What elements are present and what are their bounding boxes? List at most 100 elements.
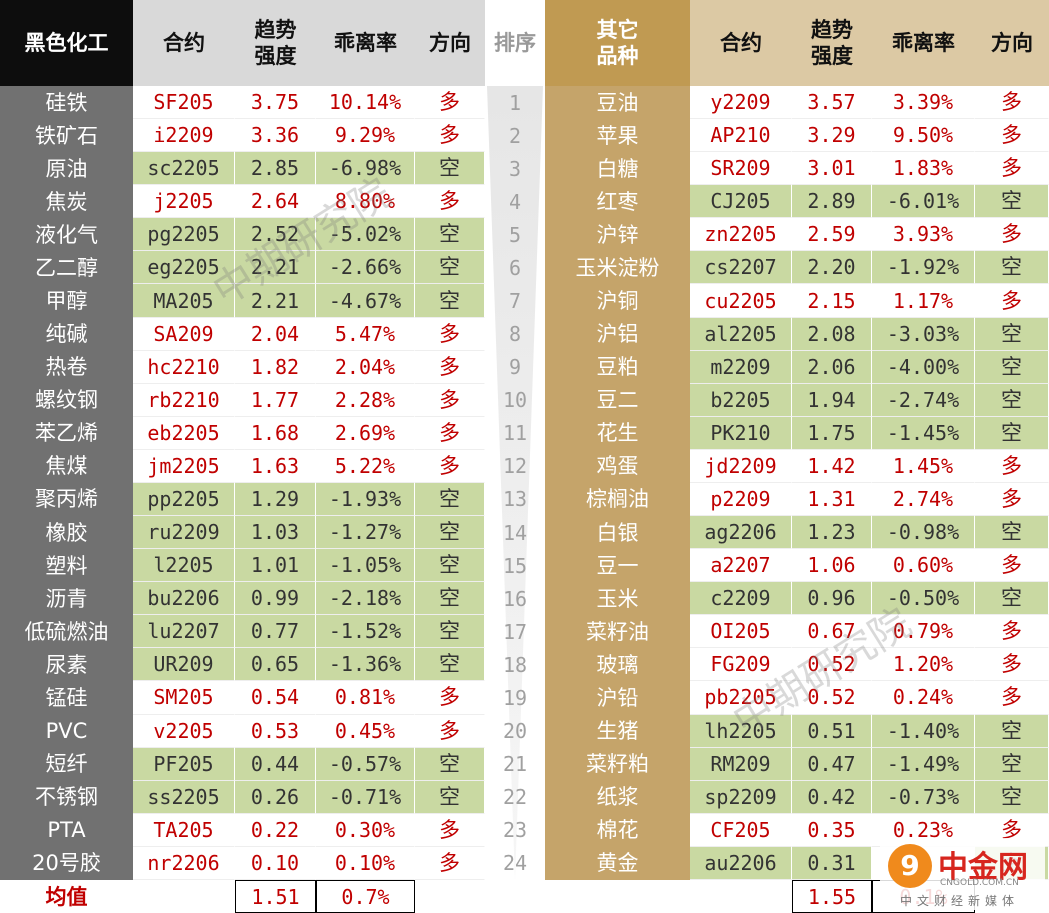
value-cell: 0.26 bbox=[235, 780, 316, 814]
value-cell: -1.49% bbox=[872, 747, 975, 781]
value-cell: -1.05% bbox=[316, 549, 415, 583]
rank-cell: 2 bbox=[508, 123, 522, 148]
category-cell: 生猪 bbox=[545, 714, 690, 748]
logo-url: CNGOLD.COM.CN bbox=[940, 878, 1019, 888]
value-cell: 2.52 bbox=[235, 218, 316, 252]
value-cell: 多 bbox=[415, 846, 485, 880]
value-cell: ag2206 bbox=[690, 516, 792, 550]
category-cell: 原油 bbox=[0, 152, 133, 186]
category-cell: 螺纹钢 bbox=[0, 383, 133, 417]
value-cell: 1.94 bbox=[792, 383, 872, 417]
header-cell: 合约 bbox=[133, 0, 235, 86]
value-cell: 3.57 bbox=[792, 86, 872, 120]
rank-cell: 24 bbox=[502, 851, 528, 876]
value-cell: 多 bbox=[975, 284, 1049, 318]
value-cell: 多 bbox=[415, 350, 485, 384]
value-cell: a2207 bbox=[690, 549, 792, 583]
category-cell: 玻璃 bbox=[545, 648, 690, 682]
rank-cell: 14 bbox=[502, 520, 528, 545]
category-cell: 沪铅 bbox=[545, 681, 690, 715]
value-cell: RM209 bbox=[690, 747, 792, 781]
value-cell: 3.29 bbox=[792, 119, 872, 153]
value-cell: 3.93% bbox=[872, 218, 975, 252]
value-cell: 空 bbox=[975, 317, 1049, 351]
value-cell: 空 bbox=[415, 284, 485, 318]
value-cell: 0.45% bbox=[316, 714, 415, 748]
header-cell: 趋势 强度 bbox=[792, 0, 872, 86]
value-cell: 0.22 bbox=[235, 813, 316, 847]
value-cell: 8.80% bbox=[316, 185, 415, 219]
header-cell: 趋势 强度 bbox=[235, 0, 316, 86]
value-cell: 空 bbox=[415, 516, 485, 550]
rank-cell: 9 bbox=[508, 355, 522, 380]
value-cell: 2.59 bbox=[792, 218, 872, 252]
value-cell: 9.29% bbox=[316, 119, 415, 153]
category-cell: 黄金 bbox=[545, 846, 690, 880]
category-cell: 焦煤 bbox=[0, 449, 133, 483]
rank-triangle bbox=[487, 86, 543, 880]
value-cell: -0.50% bbox=[872, 582, 975, 616]
average-value: 0.7% bbox=[316, 880, 415, 913]
value-cell: pp2205 bbox=[133, 482, 235, 517]
value-cell: lh2205 bbox=[690, 714, 792, 748]
value-cell: 2.04% bbox=[316, 350, 415, 384]
value-cell: -0.73% bbox=[872, 780, 975, 814]
value-cell: AP210 bbox=[690, 119, 792, 153]
value-cell: -3.03% bbox=[872, 317, 975, 351]
value-cell: 1.45% bbox=[872, 449, 975, 483]
category-cell: 白银 bbox=[545, 516, 690, 550]
value-cell: SA209 bbox=[133, 317, 235, 351]
value-cell: 0.65 bbox=[235, 648, 316, 682]
value-cell: zn2205 bbox=[690, 218, 792, 252]
value-cell: 1.06 bbox=[792, 549, 872, 583]
value-cell: 2.04 bbox=[235, 317, 316, 351]
value-cell: 空 bbox=[415, 780, 485, 814]
category-cell: 乙二醇 bbox=[0, 251, 133, 285]
value-cell: ru2209 bbox=[133, 516, 235, 550]
category-cell: 沪铝 bbox=[545, 317, 690, 351]
value-cell: 多 bbox=[975, 152, 1049, 186]
value-cell: 1.82 bbox=[235, 350, 316, 384]
value-cell: 空 bbox=[415, 615, 485, 649]
value-cell: 2.69% bbox=[316, 416, 415, 450]
value-cell: 空 bbox=[415, 747, 485, 781]
average-label: 均值 bbox=[45, 884, 88, 909]
value-cell: al2205 bbox=[690, 317, 792, 351]
value-cell: 3.39% bbox=[872, 86, 975, 120]
value-cell: 9.50% bbox=[872, 119, 975, 153]
value-cell: -0.57% bbox=[316, 747, 415, 781]
value-cell: 空 bbox=[975, 780, 1049, 814]
rank-cell: 10 bbox=[502, 388, 528, 413]
value-cell: -6.98% bbox=[316, 152, 415, 186]
category-cell: 短纤 bbox=[0, 747, 133, 781]
value-cell: 2.08 bbox=[792, 317, 872, 351]
value-cell: 1.01 bbox=[235, 549, 316, 583]
rank-cell: 13 bbox=[502, 487, 528, 512]
value-cell: 空 bbox=[975, 516, 1049, 550]
value-cell: 2.21 bbox=[235, 251, 316, 285]
category-cell: 玉米 bbox=[545, 582, 690, 616]
category-cell: 橡胶 bbox=[0, 516, 133, 550]
rank-cell: 6 bbox=[508, 255, 522, 280]
header-cell: 黑色化工 bbox=[0, 0, 133, 86]
value-cell: 3.75 bbox=[235, 86, 316, 120]
value-cell: 2.15 bbox=[792, 284, 872, 318]
value-cell: eg2205 bbox=[133, 251, 235, 285]
header-cell: 排序 bbox=[485, 0, 545, 86]
value-cell: 0.47 bbox=[792, 747, 872, 781]
value-cell: 1.29 bbox=[235, 482, 316, 517]
value-cell: l2205 bbox=[133, 549, 235, 583]
value-cell: 0.96 bbox=[792, 582, 872, 616]
value-cell: 多 bbox=[975, 681, 1049, 715]
category-cell: 热卷 bbox=[0, 350, 133, 384]
value-cell: 5.47% bbox=[316, 317, 415, 351]
value-cell: 3.01 bbox=[792, 152, 872, 186]
value-cell: 空 bbox=[975, 747, 1049, 781]
value-cell: 0.79% bbox=[872, 615, 975, 649]
value-cell: CF205 bbox=[690, 813, 792, 847]
value-cell: 多 bbox=[415, 317, 485, 351]
value-cell: au2206 bbox=[690, 846, 792, 880]
category-cell: PTA bbox=[0, 813, 133, 847]
value-cell: -1.36% bbox=[316, 648, 415, 682]
header-cell: 方向 bbox=[975, 0, 1049, 86]
